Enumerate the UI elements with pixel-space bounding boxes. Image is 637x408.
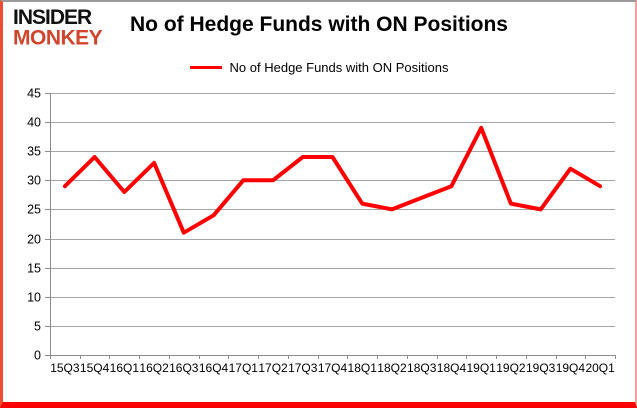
x-tick-label: 17Q2 bbox=[258, 361, 288, 375]
line-chart: 0 5 10 15 20 25 30 35 40 45 15Q3 15Q4 16Q1 16Q2 16Q3 16… bbox=[27, 87, 616, 375]
logo-line-monkey: MONKEY bbox=[13, 25, 103, 50]
y-tick-label: 30 bbox=[27, 174, 41, 188]
x-tick-label: 15Q4 bbox=[80, 361, 110, 375]
x-tick-label: 18Q1 bbox=[348, 361, 378, 375]
x-tick-label: 20Q1 bbox=[585, 361, 615, 375]
logo-line-insider: INSIDER bbox=[13, 5, 92, 30]
x-tick-label: 16Q3 bbox=[169, 361, 199, 375]
y-tick-label: 25 bbox=[27, 203, 41, 217]
x-tick-label: 18Q4 bbox=[437, 361, 467, 375]
x-tick-label: 19Q4 bbox=[556, 361, 586, 375]
x-tick-label: 18Q2 bbox=[377, 361, 407, 375]
series-line bbox=[62, 125, 603, 235]
x-tick-label: 16Q1 bbox=[110, 361, 140, 375]
y-tick-label: 35 bbox=[27, 145, 41, 159]
legend: No of Hedge Funds with ON Positions bbox=[3, 60, 635, 75]
x-tick-label: 16Q2 bbox=[139, 361, 169, 375]
y-tick-label: 15 bbox=[27, 262, 41, 276]
legend-label: No of Hedge Funds with ON Positions bbox=[229, 60, 449, 75]
x-tick-label: 17Q3 bbox=[288, 361, 318, 375]
x-tick-label: 16Q4 bbox=[199, 361, 229, 375]
x-tick-label: 17Q4 bbox=[318, 361, 348, 375]
x-tick-label: 19Q2 bbox=[496, 361, 526, 375]
y-tick-label: 20 bbox=[27, 233, 41, 247]
insider-monkey-logo: INSIDER MONKEY bbox=[13, 5, 103, 50]
x-tick-label: 19Q1 bbox=[467, 361, 497, 375]
x-tick-label: 19Q3 bbox=[526, 361, 556, 375]
x-tick-label: 18Q3 bbox=[407, 361, 437, 375]
x-tick-label: 15Q3 bbox=[50, 361, 80, 375]
y-tick-label: 40 bbox=[27, 116, 41, 130]
y-tick-label: 10 bbox=[27, 291, 41, 305]
legend-line-swatch bbox=[189, 66, 222, 69]
x-tick-label: 17Q1 bbox=[229, 361, 259, 375]
chart-title: No of Hedge Funds with ON Positions bbox=[130, 13, 508, 36]
y-tick-label: 5 bbox=[34, 320, 41, 334]
y-tick-label: 45 bbox=[27, 87, 41, 101]
y-tick-label: 0 bbox=[34, 349, 41, 363]
